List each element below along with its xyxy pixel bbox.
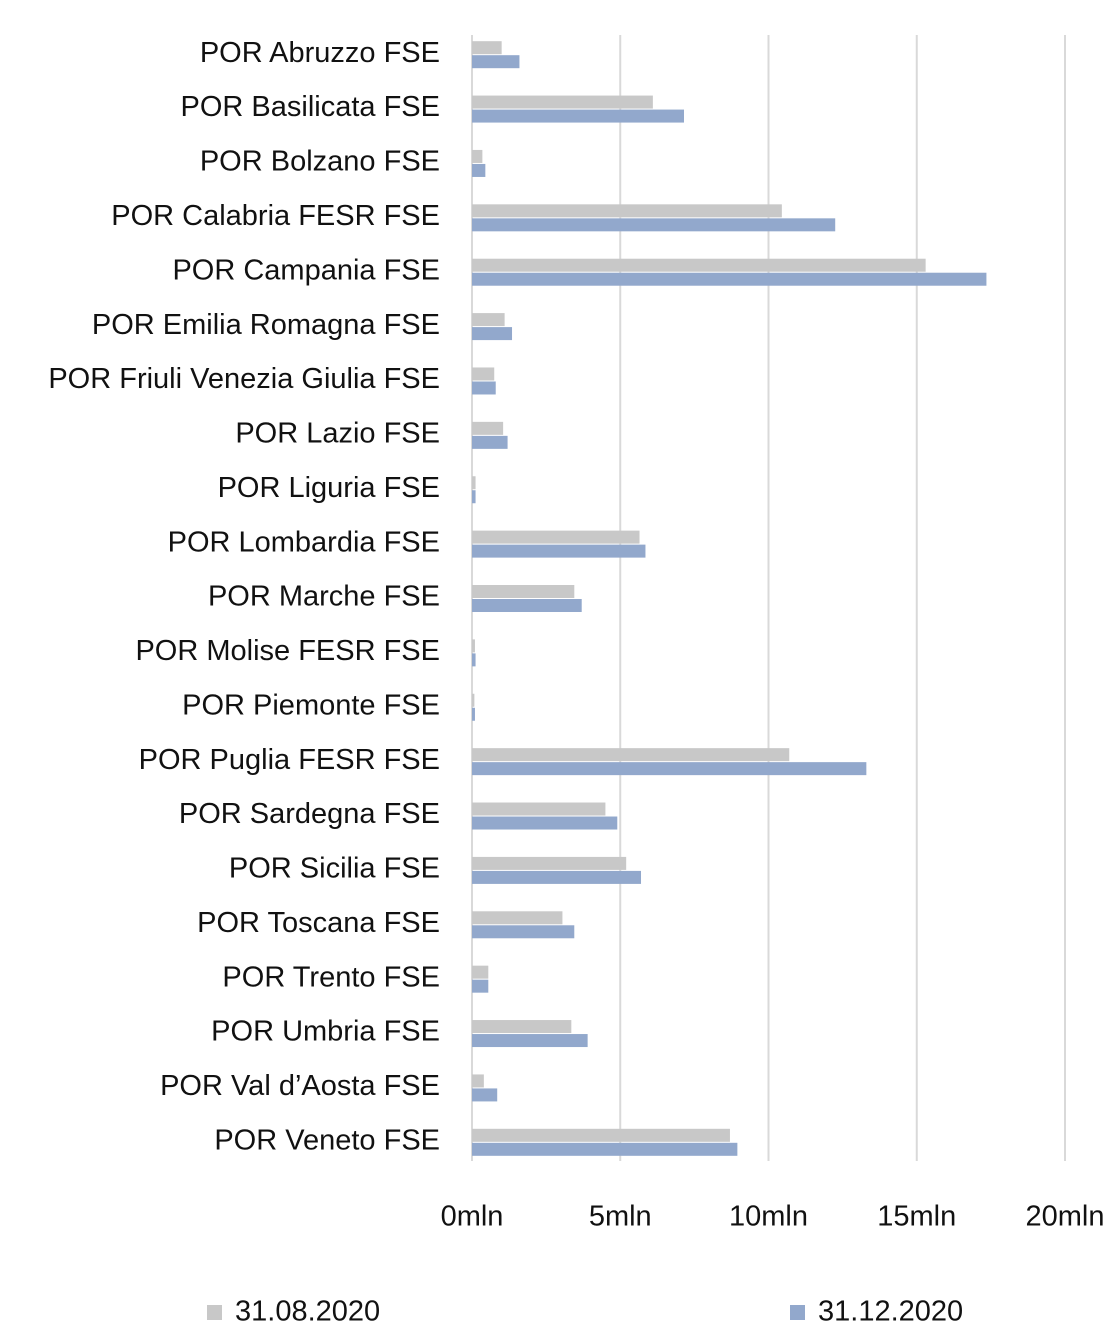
bar <box>472 599 582 612</box>
bar <box>472 41 502 55</box>
bar <box>472 762 867 776</box>
x-tick-label: 20mln <box>1026 1201 1105 1233</box>
bar <box>472 816 618 830</box>
bar <box>472 965 489 979</box>
bar <box>472 639 475 653</box>
bar <box>472 802 606 816</box>
y-tick-label: POR Calabria FESR FSE <box>111 200 440 232</box>
y-tick-label: POR Sicilia FSE <box>229 853 440 885</box>
bar <box>472 925 575 939</box>
y-tick-label: POR Toscana FSE <box>197 907 440 939</box>
y-tick-label: POR Lombardia FSE <box>168 526 440 558</box>
bar <box>472 381 496 395</box>
bar <box>472 204 782 218</box>
bar <box>472 856 627 870</box>
bar <box>472 327 513 341</box>
x-tick-label: 10mln <box>729 1201 808 1233</box>
bar <box>472 1142 738 1156</box>
bar <box>472 1034 588 1048</box>
bar <box>472 585 575 598</box>
y-tick-label: POR Basilicata FSE <box>181 91 440 123</box>
bar <box>472 748 790 762</box>
bar <box>472 911 563 925</box>
y-tick-label: POR Veneto FSE <box>214 1124 440 1156</box>
legend-swatch <box>207 1305 222 1320</box>
y-tick-label: POR Marche FSE <box>208 581 440 613</box>
bar <box>472 313 505 327</box>
bar <box>472 530 640 544</box>
bar <box>472 544 646 558</box>
bar <box>472 1088 498 1102</box>
y-tick-label: POR Bolzano FSE <box>200 146 440 178</box>
y-tick-label: POR Abruzzo FSE <box>200 37 440 69</box>
bar <box>472 258 926 272</box>
x-tick-label: 15mln <box>877 1201 956 1233</box>
bar <box>472 435 508 449</box>
bar <box>472 1128 730 1142</box>
bar <box>472 163 486 177</box>
y-tick-label: POR Val d’Aosta FSE <box>160 1070 440 1102</box>
y-tick-label: POR Umbria FSE <box>211 1016 440 1048</box>
bar <box>472 95 653 109</box>
bar <box>472 476 476 490</box>
y-tick-label: POR Sardegna FSE <box>179 798 440 830</box>
y-tick-label: POR Liguria FSE <box>218 472 440 504</box>
bar <box>472 870 642 884</box>
x-tick-label: 0mln <box>441 1201 504 1233</box>
bar <box>472 693 475 707</box>
bar <box>472 490 476 504</box>
y-tick-label: POR Campania FSE <box>172 254 440 286</box>
y-tick-label: POR Piemonte FSE <box>182 689 440 721</box>
bar <box>472 272 987 286</box>
bar <box>472 979 489 993</box>
legend-label: 31.12.2020 <box>818 1296 963 1328</box>
bar <box>472 421 504 435</box>
y-tick-label: POR Lazio FSE <box>235 418 440 450</box>
y-tick-label: POR Emilia Romagna FSE <box>92 309 440 341</box>
y-tick-label: POR Molise FESR FSE <box>135 635 440 667</box>
bar <box>472 1074 484 1088</box>
bar <box>472 367 495 381</box>
bar <box>472 707 475 721</box>
bar <box>472 218 836 232</box>
bar <box>472 1020 572 1034</box>
x-tick-label: 5mln <box>589 1201 652 1233</box>
bar <box>472 149 483 163</box>
y-tick-label: POR Trento FSE <box>222 961 440 993</box>
bar <box>472 653 476 667</box>
legend-label: 31.08.2020 <box>235 1296 380 1328</box>
y-tick-label: POR Puglia FESR FSE <box>139 744 440 776</box>
y-tick-label: POR Friuli Venezia Giulia FSE <box>48 363 440 395</box>
legend-swatch <box>790 1305 805 1320</box>
bar <box>472 55 520 69</box>
bar <box>472 109 684 123</box>
